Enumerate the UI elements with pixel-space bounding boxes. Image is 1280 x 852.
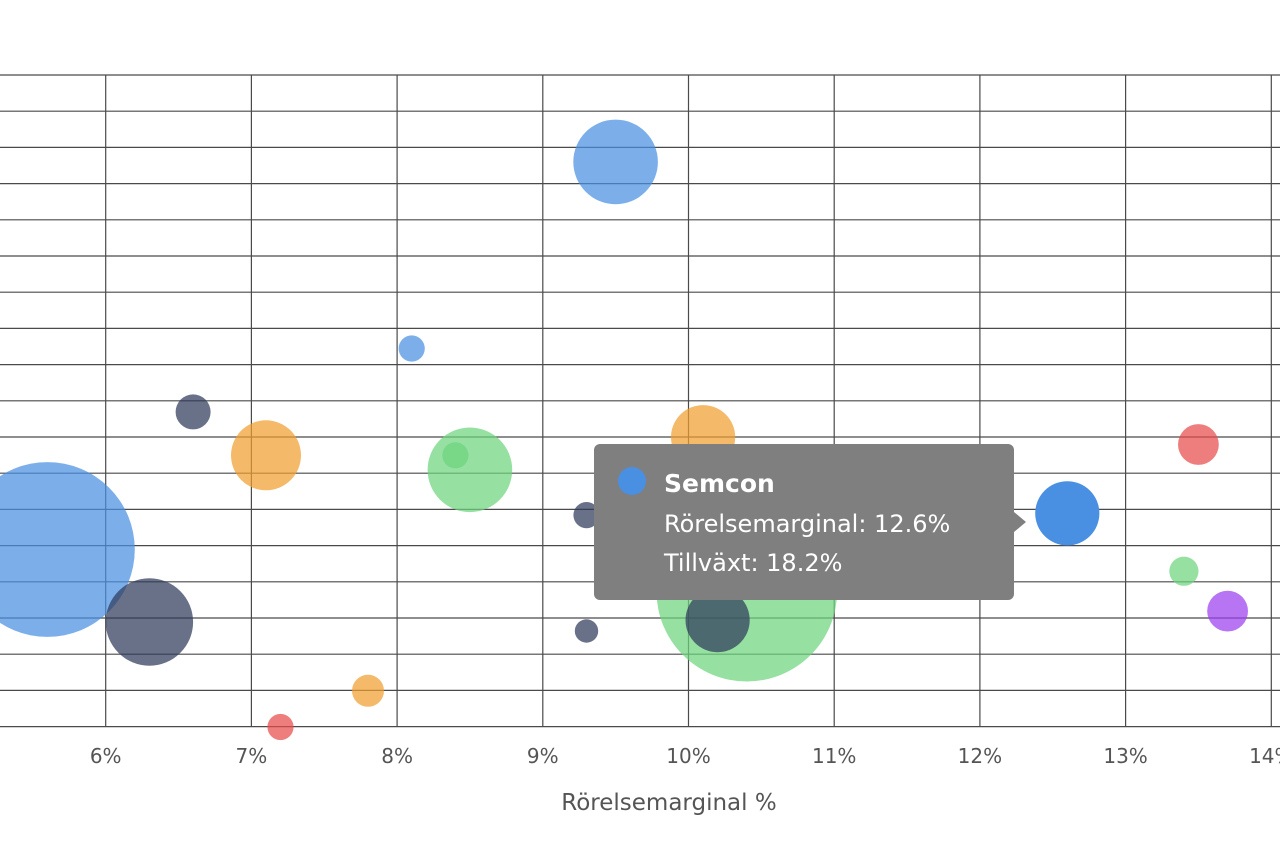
tooltip-growth-line: Tillväxt: 18.2% [663, 549, 842, 577]
bubble-point[interactable] [0, 462, 135, 637]
x-tick-label: 6% [90, 744, 122, 768]
tooltip: Semcon Rörelsemarginal: 12.6% Tillväxt: … [594, 444, 1026, 600]
bubble-point[interactable] [105, 578, 194, 666]
x-tick-label: 12% [958, 744, 1002, 768]
bubble-point[interactable] [427, 427, 513, 513]
tooltip-margin-line: Rörelsemarginal: 12.6% [664, 510, 950, 538]
tooltip-arrow [1014, 512, 1026, 532]
bubble-point[interactable] [231, 420, 301, 491]
bubble-point[interactable] [175, 394, 211, 430]
bubble-point[interactable] [1178, 424, 1219, 465]
bubble-point[interactable] [267, 713, 294, 741]
x-tick-label: 11% [812, 744, 856, 768]
x-tick-label: 8% [381, 744, 413, 768]
bubble-point-highlighted[interactable] [1035, 481, 1100, 546]
tooltip-title: Semcon [664, 469, 775, 498]
bubble-point[interactable] [1207, 590, 1248, 632]
x-axis-title: Rörelsemarginal % [561, 790, 776, 816]
x-tick-label: 10% [666, 744, 710, 768]
bubble-point[interactable] [352, 674, 384, 707]
x-tick-label: 7% [236, 744, 268, 768]
x-tick-label: 9% [527, 744, 559, 768]
tooltip-series-swatch [618, 467, 646, 495]
x-tick-label: 13% [1103, 744, 1147, 768]
bubble-point[interactable] [685, 588, 750, 653]
x-tick-label: 14% [1249, 744, 1280, 768]
bubble-point[interactable] [573, 501, 600, 529]
bubble-point[interactable] [398, 335, 425, 362]
tooltip-background [594, 444, 1014, 600]
bubble-series [0, 119, 1248, 741]
x-axis-ticks: 6% 7% 8% 9% 10% 11% 12% 13% 14% [90, 744, 1280, 768]
bubble-point[interactable] [574, 619, 599, 643]
bubble-point[interactable] [573, 119, 658, 205]
bubble-point[interactable] [1169, 556, 1199, 586]
